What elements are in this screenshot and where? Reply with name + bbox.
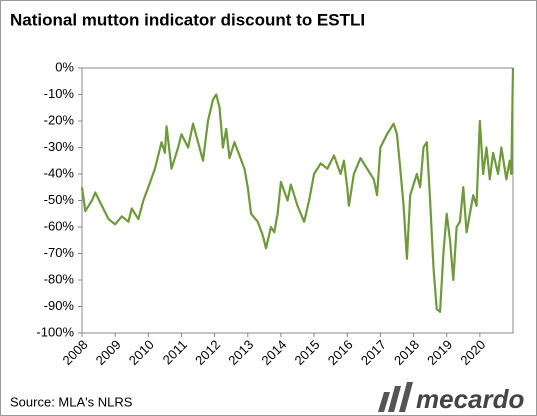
chart-title: National mutton indicator discount to ES… bbox=[10, 10, 365, 29]
y-tick-label: -100% bbox=[36, 324, 74, 339]
source: Source: MLA's NLRS bbox=[10, 394, 133, 409]
y-tick-label: 0% bbox=[55, 59, 74, 74]
y-tick-label: -40% bbox=[44, 165, 75, 180]
logo-icon bbox=[378, 382, 413, 412]
y-tick-label: -10% bbox=[44, 86, 75, 101]
y-tick-label: -60% bbox=[44, 218, 75, 233]
y-tick-label: -80% bbox=[44, 271, 75, 286]
series-line bbox=[80, 67, 515, 313]
y-tick-label: -90% bbox=[44, 298, 75, 313]
y-tick-label: -50% bbox=[44, 192, 75, 207]
y-tick-label: -20% bbox=[44, 112, 75, 127]
y-tick-label: -30% bbox=[44, 139, 75, 154]
logo: mecardo bbox=[416, 384, 524, 414]
y-tick-label: -70% bbox=[44, 245, 75, 260]
